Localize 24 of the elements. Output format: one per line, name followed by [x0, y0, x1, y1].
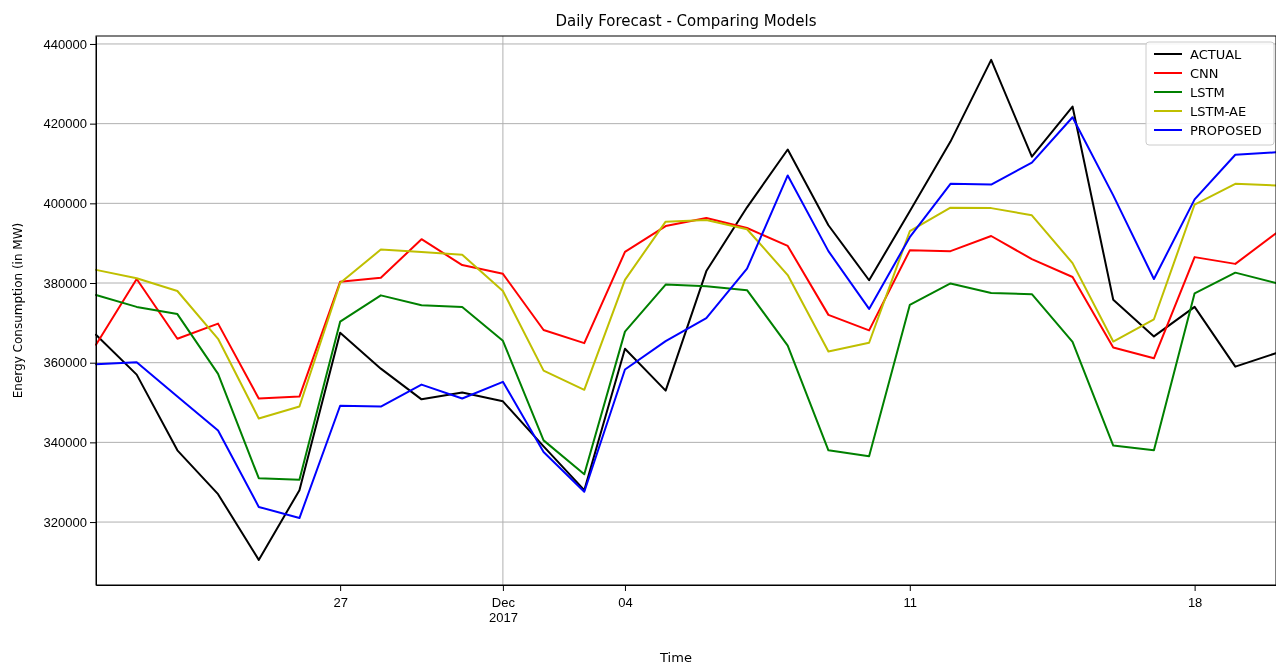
chart-title: Daily Forecast - Comparing Models: [555, 12, 817, 30]
x-tick-label: 27: [333, 595, 348, 610]
line-series: [95, 217, 1276, 400]
x-axis-title: Time: [659, 650, 692, 665]
x-tick-label: 11: [903, 595, 918, 610]
legend-label: ACTUAL: [1190, 47, 1243, 62]
y-tick-label: 420000: [43, 116, 87, 132]
y-tick-label: 340000: [43, 435, 87, 451]
line-series: [95, 271, 1276, 481]
x-tick-label: Dec 2017: [488, 595, 518, 625]
line-series: [95, 116, 1276, 520]
legend-label: PROPOSED: [1190, 123, 1262, 138]
legend-label: CNN: [1190, 66, 1219, 81]
y-tick-label: 380000: [43, 275, 87, 291]
legend-label: LSTM: [1190, 85, 1225, 100]
y-axis-title: Energy Consumption (in MW): [11, 222, 25, 399]
x-tick-label: 18: [1187, 595, 1203, 610]
y-tick-label: 360000: [43, 355, 87, 371]
y-tick-label: 320000: [43, 514, 87, 530]
legend-label: LSTM-AE: [1190, 104, 1247, 119]
x-tick-label: 04: [618, 595, 633, 610]
y-tick-label: 440000: [43, 36, 87, 52]
line-series: [95, 182, 1276, 420]
y-tick-label: 400000: [43, 195, 87, 211]
